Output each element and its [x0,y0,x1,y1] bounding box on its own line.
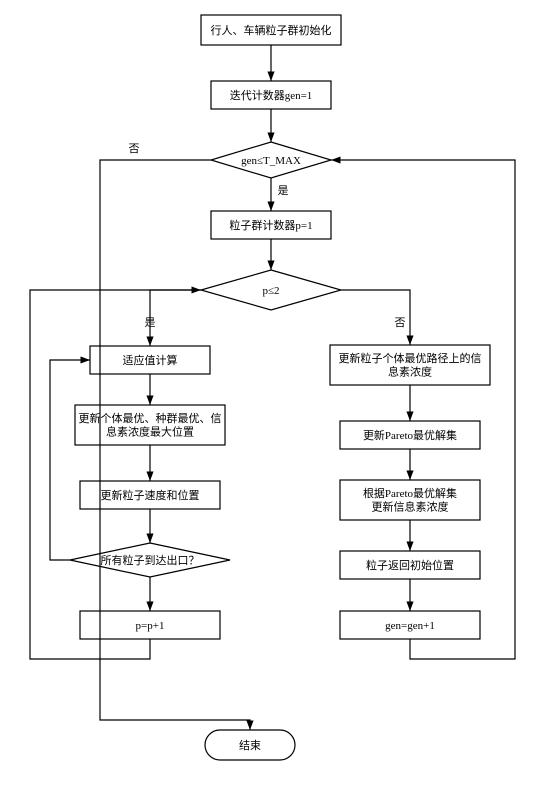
svg-text:更新粒子个体最优路径上的信: 更新粒子个体最优路径上的信 [339,351,482,365]
svg-text:p≤2: p≤2 [262,285,279,297]
svg-text:否: 否 [395,317,406,329]
svg-text:更新粒子速度和位置: 更新粒子速度和位置 [101,488,200,502]
svg-text:gen=gen+1: gen=gen+1 [385,620,435,632]
svg-text:结束: 结束 [239,739,261,752]
svg-text:是: 是 [278,184,289,197]
svg-text:粒子群计数器p=1: 粒子群计数器p=1 [229,218,312,232]
svg-text:粒子返回初始位置: 粒子返回初始位置 [366,558,454,572]
svg-text:更新Pareto最优解集: 更新Pareto最优解集 [363,428,457,442]
svg-text:更新信息素浓度: 更新信息素浓度 [372,500,449,514]
svg-text:行人、车辆粒子群初始化: 行人、车辆粒子群初始化 [211,23,332,37]
svg-text:息素浓度: 息素浓度 [388,365,432,379]
svg-text:迭代计数器gen=1: 迭代计数器gen=1 [230,89,313,102]
svg-text:适应值计算: 适应值计算 [123,353,178,367]
svg-text:所有粒子到达出口？: 所有粒子到达出口？ [101,553,200,567]
svg-text:gen≤T_MAX: gen≤T_MAX [241,155,301,167]
svg-text:根据Pareto最优解集: 根据Pareto最优解集 [363,486,457,500]
svg-text:息素浓度最大位置: 息素浓度最大位置 [106,425,194,439]
svg-text:p=p+1: p=p+1 [136,620,165,632]
svg-text:否: 否 [129,143,140,155]
